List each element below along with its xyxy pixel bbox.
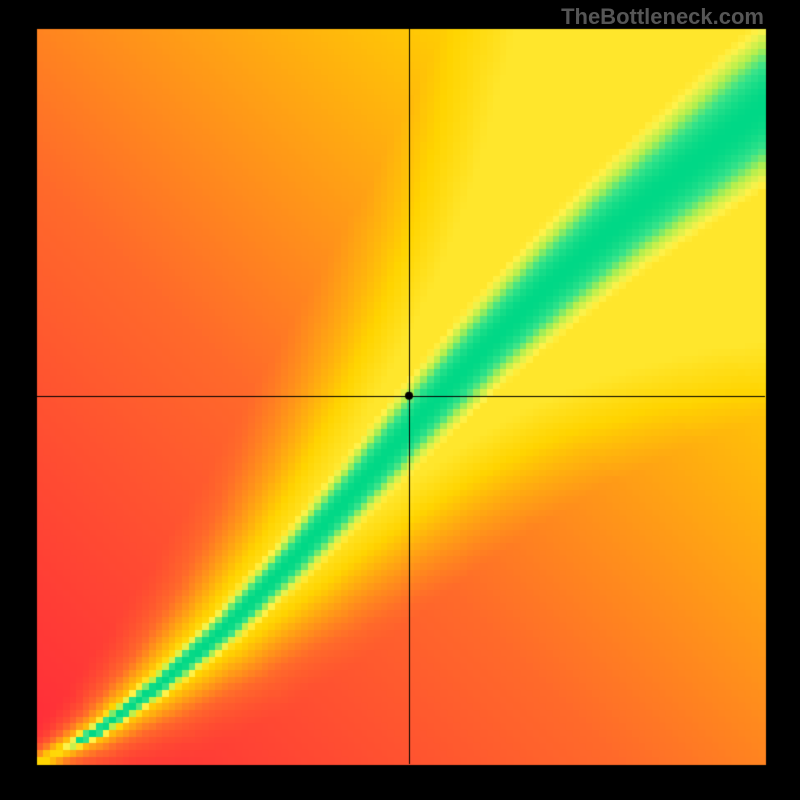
watermark-text: TheBottleneck.com: [561, 4, 764, 30]
heatmap-canvas: [0, 0, 800, 800]
figure-root: TheBottleneck.com: [0, 0, 800, 800]
